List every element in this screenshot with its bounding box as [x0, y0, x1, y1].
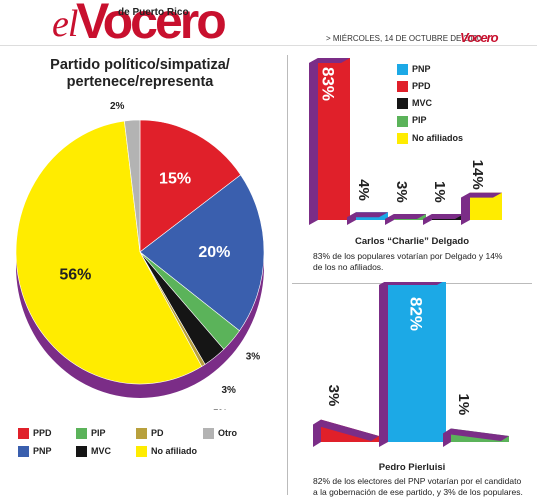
pie-chart-title: Partido político/simpatiza/pertenece/rep… — [0, 57, 280, 91]
pie-title-line-0: Partido político/simpatiza/ — [50, 57, 230, 73]
dateline: > MIÉRCOLES, 14 DE OCTUBRE DE 2020 — [326, 34, 482, 43]
legend-label: MVC — [412, 98, 432, 109]
legend-label: PPD — [33, 428, 52, 438]
pie-slice-ppd — [139, 119, 242, 253]
pie-legend-item-pnp: PNP — [18, 446, 52, 458]
pie-slice-pnp — [139, 174, 265, 332]
logo-vocero: Vocero — [76, 0, 227, 49]
legend-label: Otro — [218, 428, 237, 438]
legend-label: PD — [151, 428, 164, 438]
pierluisi-bar-chart: 3% 82% 1% — [313, 282, 509, 447]
legend-label: No afiliado — [151, 446, 198, 456]
delgado-bar-2 — [385, 214, 426, 225]
pie-label-otro: 2% — [110, 101, 125, 112]
legend-label: PIP — [412, 115, 427, 126]
delgado-bar-chart: 83% 4% 3% 1% 14% — [309, 58, 502, 225]
legend-swatch — [397, 98, 408, 110]
delgado-label-2: 3% — [393, 181, 410, 203]
legend-label: PNP — [33, 446, 52, 456]
pie-label-ppd: 15% — [159, 170, 191, 187]
delgado-legend-item-1: PPD — [397, 81, 507, 93]
pierluisi-label-2: 1% — [455, 394, 472, 416]
legend-label: PPD — [412, 81, 431, 92]
logo-el: el — [52, 3, 78, 45]
header-divider — [0, 45, 537, 46]
legend-swatch — [203, 428, 214, 440]
legend-swatch — [397, 115, 408, 127]
delgado-title: Carlos “Charlie” Delgado — [354, 236, 470, 247]
pierluisi-caption: 82% de los electores del PNP votarían po… — [313, 476, 523, 497]
legend-label: No afiliados — [412, 132, 464, 143]
pierluisi-bar-0 — [313, 419, 379, 447]
delgado-legend-item-3: PIP — [397, 115, 507, 127]
pie-legend-item-pip: PIP — [76, 428, 106, 440]
legend-label: PNP — [412, 64, 431, 74]
pie-slice-no_afiliado — [15, 120, 203, 385]
pie-legend-item-otro: Otro — [203, 428, 237, 440]
pie-label-mvc: 3% — [222, 385, 237, 396]
pie-label-no_afiliado: 56% — [59, 266, 91, 283]
pie-label-pnp: 20% — [198, 244, 230, 261]
delgado-label-4: 14% — [469, 160, 486, 190]
column-divider — [287, 55, 288, 495]
legend-label: MVC — [91, 446, 111, 456]
pierluisi-label-0: 3% — [325, 385, 342, 407]
pierluisi-label-1: 82% — [407, 297, 426, 331]
pie-slice-otro — [124, 119, 141, 253]
pie-legend: PPD PIP PD Otro PNP MVC No afiliado — [18, 428, 283, 468]
legend-swatch — [18, 428, 29, 440]
delgado-bar-4 — [461, 192, 502, 225]
delgado-label-3: 1% — [431, 181, 448, 203]
delgado-bar-3 — [423, 214, 464, 225]
delgado-legend-item-2: MVC — [397, 98, 507, 110]
delgado-bar-1 — [347, 212, 388, 225]
legend-swatch — [76, 446, 87, 458]
delgado-label-1: 4% — [355, 179, 372, 201]
pie-title-line-1: pertenece/representa — [66, 74, 214, 90]
pie-label-pip: 3% — [246, 351, 261, 362]
pie-legend-item-pd: PD — [136, 428, 164, 440]
legend-swatch — [136, 428, 147, 440]
legend-swatch — [397, 81, 408, 93]
legend-swatch — [397, 64, 408, 76]
delgado-caption: 83% de los populares votarían por Delgad… — [313, 251, 503, 272]
pierluisi-bar-2 — [443, 428, 509, 447]
legend-label: PIP — [91, 428, 106, 438]
delgado-legend-item-0: PNP — [397, 64, 507, 76]
mini-logo: Vocero — [460, 30, 499, 45]
pie-legend-item-ppd: PPD — [18, 428, 52, 440]
pierluisi-title: Pedro Pierluisi — [378, 462, 446, 473]
pie-label-pd: .5% — [210, 408, 227, 410]
delgado-legend-item-4: No afiliados — [397, 133, 507, 144]
pierluisi-bar-face-1 — [379, 282, 446, 447]
delgado-label-0: 83% — [319, 67, 338, 101]
legend-swatch — [18, 446, 29, 458]
legend-swatch — [136, 446, 147, 458]
legend-swatch — [397, 132, 408, 144]
pie-chart: 15% 20% 3% 3% .5% 56% 2% — [15, 101, 265, 410]
delgado-legend: PNP PPD MVC PIP No afiliados — [397, 64, 507, 150]
pie-legend-item-mvc: MVC — [76, 446, 111, 458]
legend-swatch — [76, 428, 87, 440]
logo-subtitle: de Puerto Rico — [118, 7, 189, 18]
pie-legend-item-no_afiliado: No afiliado — [136, 446, 198, 458]
delgado-bar-0 — [309, 58, 350, 225]
